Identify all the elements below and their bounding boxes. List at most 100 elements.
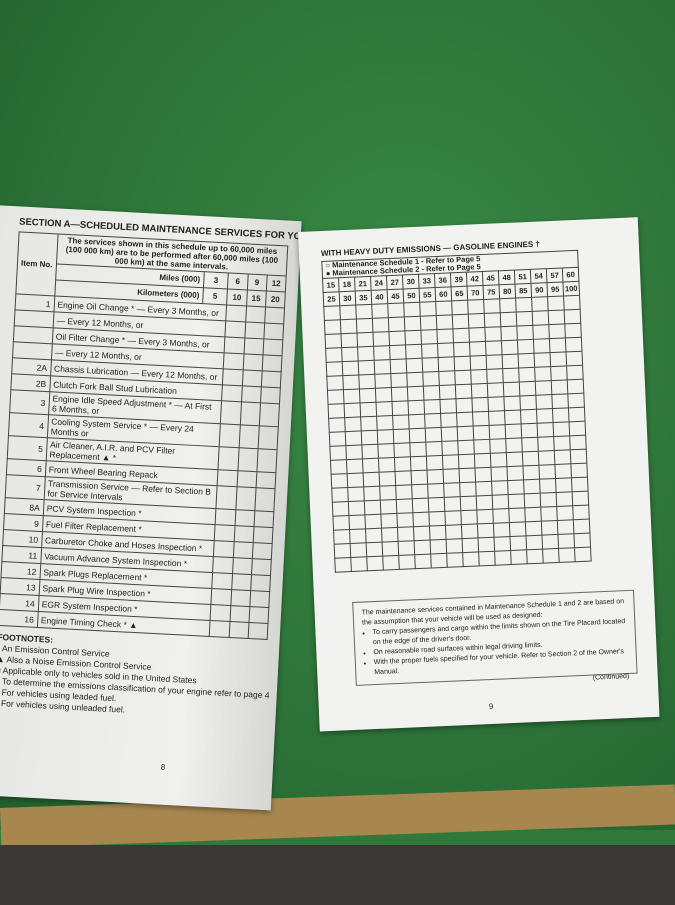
schedule-cell [500,326,518,341]
schedule-cell [395,484,413,500]
schedule-cell [554,449,571,465]
schedule-cell [427,469,444,485]
schedule-cell [363,486,381,501]
schedule-cell [574,547,592,562]
schedule-cell [484,326,502,342]
miles-header: 18 [338,277,356,292]
schedule-cell [334,557,352,573]
km-15: 15 [246,289,267,307]
cell [212,572,233,590]
schedule-cell [564,309,581,324]
schedule-cell [469,341,487,357]
item-no: 7 [5,474,45,500]
schedule-cell [534,352,551,368]
schedule-cell [405,344,423,359]
schedule-cell [333,529,351,545]
miles-header: 60 [562,267,579,282]
schedule-cell [396,498,413,514]
schedule-cell [345,430,362,446]
schedule-cell [555,477,573,493]
schedule-cell [506,465,524,481]
schedule-cell [541,534,559,550]
item-no: 16 [0,609,38,628]
cell [231,573,252,591]
schedule-cell [376,415,394,431]
schedule-cell [366,542,383,557]
schedule-cell [361,444,379,459]
schedule-cell [390,358,407,374]
schedule-cell [364,500,381,515]
schedule-cell [454,356,471,371]
schedule-cell [532,324,550,340]
miles-header: 51 [514,269,531,285]
schedule-cell [349,528,367,544]
schedule-cell [470,355,487,371]
schedule-cell [403,302,421,317]
schedule-cell [425,427,442,443]
cell [262,338,283,356]
schedule-cell [519,381,536,396]
schedule-cell [357,346,375,361]
cell [237,447,258,472]
schedule-cell [326,361,343,377]
schedule-cell [541,520,558,536]
schedule-cell [493,522,510,538]
miles-header: 45 [482,270,499,286]
schedule-cell [422,371,440,387]
schedule-cell [361,430,378,445]
schedule-cell [378,457,396,473]
schedule-cell [461,523,479,539]
cell [228,621,249,639]
schedule-cell [494,550,512,566]
schedule-cell [455,384,472,399]
schedule-cell [365,528,383,543]
schedule-cell [553,435,571,451]
schedule-note: The maintenance services contained in Ma… [352,589,638,686]
schedule-cell [516,325,534,341]
cell [238,424,260,449]
schedule-cell [329,431,346,447]
page-number: 8 [160,762,166,772]
schedule-cell [356,318,373,334]
schedule-cell [380,499,397,515]
schedule-cell [553,421,570,437]
km-header: 25 [323,291,340,307]
schedule-cell [411,470,428,485]
schedule-cell [568,407,586,422]
schedule-cell [524,507,542,522]
schedule-cell [412,498,429,513]
schedule-cell [521,437,539,452]
miles-3: 3 [203,271,229,289]
schedule-cell [468,327,486,343]
item-no: 5 [7,435,47,461]
schedule-cell [566,365,584,380]
schedule-cell [391,386,408,402]
schedule-cell [377,429,394,445]
schedule-cell [485,340,503,356]
item-no: 13 [0,577,40,596]
schedule-cell [330,459,348,475]
schedule-cell [347,486,365,502]
schedule-cell [451,300,469,315]
schedule-cell [539,478,557,494]
cell [218,446,239,471]
schedule-cell [379,485,397,501]
schedule-cell [430,553,448,569]
schedule-cell [522,451,539,466]
schedule-cell [508,507,526,523]
schedule-cell [414,554,432,569]
schedule-cell [551,379,568,395]
schedule-cell [334,543,351,559]
schedule-cell [462,551,480,567]
item-no: 3 [9,389,50,415]
schedule-cell [323,305,341,321]
schedule-cell [536,408,554,424]
cell [242,353,263,371]
schedule-cell [435,300,453,316]
schedule-cell [471,397,489,413]
schedule-cell [430,539,447,555]
footnotes: FOOTNOTES: * An Emission Control Service… [0,632,279,724]
schedule-cell [456,412,474,427]
left-page: SECTION A—SCHEDULED MAINTENANCE SERVICES… [0,205,382,811]
schedule-cell [395,470,412,486]
